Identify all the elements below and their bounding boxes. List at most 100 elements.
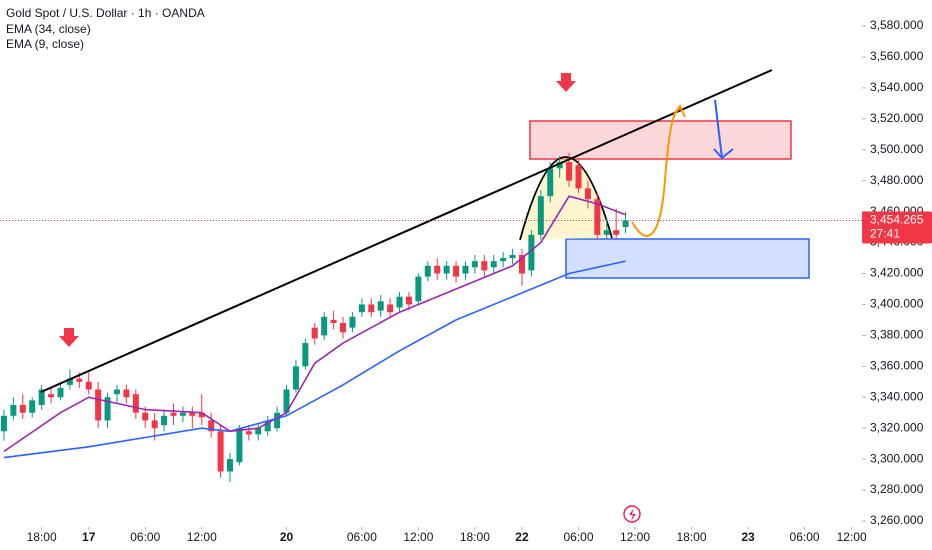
candle-body: [443, 265, 450, 274]
candle-body: [245, 431, 252, 435]
x-tick-label: 12:00: [620, 530, 650, 544]
candle-body: [387, 304, 394, 313]
y-tick-label: 3,560.000: [870, 49, 924, 63]
down-marker: [556, 73, 576, 92]
candle-body: [189, 412, 196, 416]
candle-body: [405, 296, 412, 305]
candle-body: [170, 412, 177, 416]
candle-body: [528, 234, 535, 271]
arrow-head: [713, 148, 734, 160]
candle-body: [104, 397, 111, 421]
x-tick-label: 06:00: [563, 530, 593, 544]
candle-body: [95, 389, 102, 421]
candle-body: [38, 389, 45, 405]
indicator-label: EMA (9, close): [6, 37, 84, 51]
candle-body: [434, 265, 441, 274]
x-tick-label: 12:00: [837, 530, 867, 544]
y-tick-label: 3,360.000: [870, 358, 924, 372]
candle-body: [0, 415, 7, 432]
candle-body: [500, 258, 507, 262]
candle-body: [76, 378, 83, 382]
support-zone: [565, 238, 810, 279]
candle-body: [584, 188, 591, 200]
candle-body: [161, 415, 168, 426]
candle-body: [302, 343, 309, 367]
candle-body: [622, 220, 629, 228]
ema-line: [3, 195, 626, 453]
x-tick-label: 12:00: [187, 530, 217, 544]
x-tick-label: 18:00: [677, 530, 707, 544]
candle-body: [311, 327, 318, 339]
candle-body: [208, 420, 215, 432]
candle-body: [19, 404, 26, 413]
y-tick-label: 3,420.000: [870, 266, 924, 280]
candle-body: [490, 261, 497, 268]
candle-body: [283, 389, 290, 413]
candle-body: [48, 394, 55, 398]
annotations: [40, 69, 773, 523]
candle-body: [340, 323, 347, 333]
x-tick-label: 22: [515, 530, 529, 544]
y-tick-label: 3,340.000: [870, 389, 924, 403]
ema-line: [3, 260, 626, 459]
candle-body: [613, 230, 620, 235]
candle-body: [274, 412, 281, 429]
candle-body: [481, 261, 488, 271]
y-tick-label: 3,480.000: [870, 173, 924, 187]
candle-body: [537, 196, 544, 235]
candle-body: [594, 199, 601, 235]
plot: [0, 152, 629, 483]
candle-body: [151, 420, 158, 429]
x-tick-label: 06:00: [790, 530, 820, 544]
candle-body: [321, 316, 328, 336]
candle-body: [179, 412, 186, 416]
candle-body: [57, 387, 64, 398]
y-tick-label: 3,580.000: [870, 18, 924, 32]
candle-body: [349, 316, 356, 328]
x-tick-label: 18:00: [27, 530, 57, 544]
down-marker: [59, 328, 79, 347]
candle-body: [292, 366, 299, 390]
last-price-badge: [862, 211, 932, 244]
candle-body: [10, 404, 17, 416]
candle-body: [113, 389, 120, 395]
projection-down: [714, 99, 723, 159]
candle-body: [566, 162, 573, 181]
candle-body: [396, 296, 403, 308]
event-icon[interactable]: [623, 505, 641, 523]
candle-body: [462, 265, 469, 274]
candle-body: [518, 254, 525, 274]
countdown: 27:41: [870, 227, 900, 241]
candle-body: [471, 261, 478, 268]
candle-body: [85, 381, 92, 390]
x-tick-label: 12:00: [403, 530, 433, 544]
candle-body: [509, 254, 516, 259]
candle-body: [132, 394, 139, 413]
x-tick-label: 18:00: [460, 530, 490, 544]
y-tick-label: 3,300.000: [870, 451, 924, 465]
indicator-label: EMA (34, close): [6, 22, 91, 36]
arrow-head: [672, 103, 686, 118]
candle-body: [377, 301, 384, 311]
candle-body: [547, 168, 554, 197]
candle-body: [66, 378, 73, 385]
x-tick-label: 06:00: [347, 530, 377, 544]
candle-body: [330, 319, 337, 323]
candle-body: [217, 431, 224, 472]
resistance-zone: [529, 120, 792, 160]
last-price-label: 3,454.265: [870, 213, 924, 227]
candle-body: [424, 265, 431, 277]
candle-body: [29, 400, 36, 413]
candle-body: [556, 162, 563, 169]
y-tick-label: 3,400.000: [870, 297, 924, 311]
candle-body: [255, 428, 262, 435]
y-tick-label: 3,540.000: [870, 80, 924, 94]
candle-body: [575, 165, 582, 189]
chart-title: Gold Spot / U.S. Dollar · 1h · OANDA: [6, 6, 205, 20]
y-tick-label: 3,280.000: [870, 482, 924, 496]
event-icon-bolt: [629, 508, 636, 521]
candle-body: [368, 304, 375, 313]
x-tick-label: 23: [741, 530, 755, 544]
